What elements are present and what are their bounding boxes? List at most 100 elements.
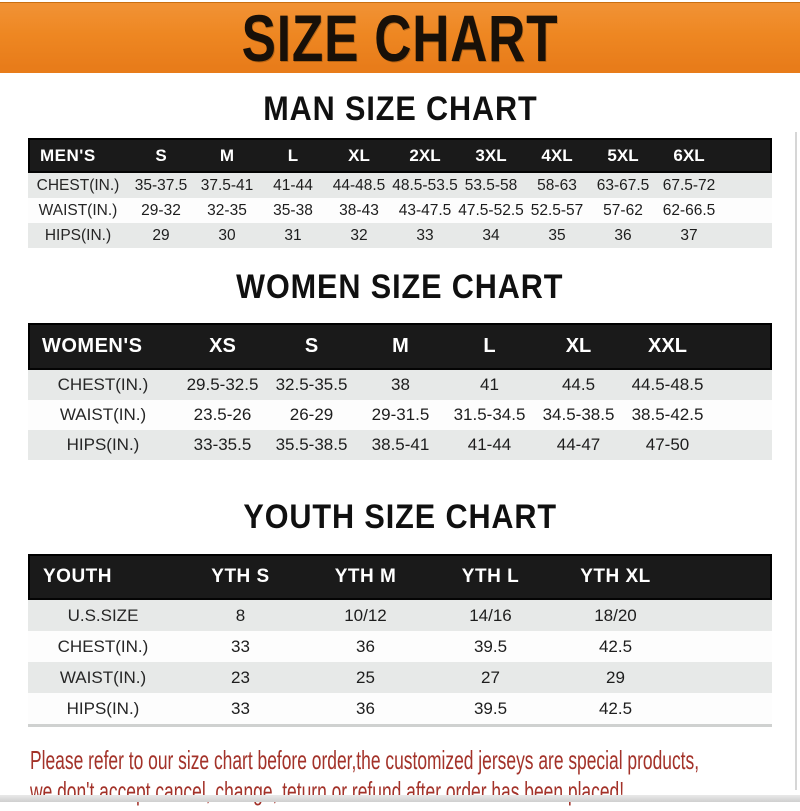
size-cell: 44-48.5 xyxy=(326,173,392,198)
size-cell: 23.5-26 xyxy=(178,400,267,430)
column-header-l: L xyxy=(445,323,534,370)
size-cell: 34 xyxy=(458,223,524,248)
column-header-3xl: 3XL xyxy=(458,138,524,173)
size-cell: 14/16 xyxy=(428,600,553,631)
size-cell: 42.5 xyxy=(553,631,678,662)
column-header-5xl: 5XL xyxy=(590,138,656,173)
men-heading-text: MAN SIZE CHART xyxy=(262,90,538,128)
page-edge-line xyxy=(795,132,797,790)
men-table-label: MEN'S xyxy=(28,138,128,173)
size-cell: 39.5 xyxy=(428,693,553,724)
row-label: CHEST(IN.) xyxy=(28,631,178,662)
column-header-s: S xyxy=(267,323,356,370)
women-section: WOMEN SIZE CHART WOMEN'S XS S M L XL XXL… xyxy=(0,269,800,460)
men-waist-row: WAIST(IN.) 29-32 32-35 35-38 38-43 43-47… xyxy=(28,198,772,223)
column-header-l: L xyxy=(260,138,326,173)
size-cell: 32-35 xyxy=(194,198,260,223)
column-header-4xl: 4XL xyxy=(524,138,590,173)
size-cell: 33 xyxy=(392,223,458,248)
size-cell: 37.5-41 xyxy=(194,173,260,198)
row-label: WAIST(IN.) xyxy=(28,198,128,223)
size-cell: 8 xyxy=(178,600,303,631)
column-header-s: S xyxy=(128,138,194,173)
size-cell: 37 xyxy=(656,223,722,248)
size-cell: 58-63 xyxy=(524,173,590,198)
youth-size-table: YOUTH YTH S YTH M YTH L YTH XL U.S.SIZE … xyxy=(28,554,772,727)
size-cell: 48.5-53.5 xyxy=(392,173,458,198)
size-cell: 35-37.5 xyxy=(128,173,194,198)
size-cell: 18/20 xyxy=(553,600,678,631)
row-label: HIPS(IN.) xyxy=(28,223,128,248)
column-header-m: M xyxy=(194,138,260,173)
size-cell: 31 xyxy=(260,223,326,248)
column-header-yth-l: YTH L xyxy=(428,554,553,600)
men-size-table: MEN'S S M L XL 2XL 3XL 4XL 5XL 6XL CHEST… xyxy=(28,138,772,248)
size-cell: 57-62 xyxy=(590,198,656,223)
size-cell: 43-47.5 xyxy=(392,198,458,223)
row-label: HIPS(IN.) xyxy=(28,430,178,460)
men-heading: MAN SIZE CHART xyxy=(0,91,800,127)
order-disclaimer: Please refer to our size chart before or… xyxy=(30,745,800,807)
column-header-m: M xyxy=(356,323,445,370)
row-label: CHEST(IN.) xyxy=(28,370,178,400)
size-cell: 36 xyxy=(303,631,428,662)
size-cell: 29 xyxy=(128,223,194,248)
size-cell: 42.5 xyxy=(553,693,678,724)
row-label: U.S.SIZE xyxy=(28,600,178,631)
youth-section: YOUTH SIZE CHART YOUTH YTH S YTH M YTH L… xyxy=(0,499,800,727)
filler-cell xyxy=(712,400,772,430)
column-header-yth-m: YTH M xyxy=(303,554,428,600)
column-header-2xl: 2XL xyxy=(392,138,458,173)
size-cell: 33-35.5 xyxy=(178,430,267,460)
filler-cell xyxy=(712,370,772,400)
men-header-row: MEN'S S M L XL 2XL 3XL 4XL 5XL 6XL xyxy=(28,138,772,173)
size-cell: 41 xyxy=(445,370,534,400)
women-heading-text: WOMEN SIZE CHART xyxy=(236,268,564,306)
size-cell: 52.5-57 xyxy=(524,198,590,223)
filler-cell xyxy=(678,554,772,600)
size-cell: 33 xyxy=(178,631,303,662)
size-cell: 53.5-58 xyxy=(458,173,524,198)
filler-cell xyxy=(722,198,772,223)
size-cell: 38.5-42.5 xyxy=(623,400,712,430)
size-cell: 32 xyxy=(326,223,392,248)
size-cell: 44-47 xyxy=(534,430,623,460)
size-cell: 29.5-32.5 xyxy=(178,370,267,400)
size-cell: 36 xyxy=(590,223,656,248)
filler-cell xyxy=(722,138,772,173)
filler-cell xyxy=(678,631,772,662)
size-cell: 31.5-34.5 xyxy=(445,400,534,430)
size-cell: 44.5-48.5 xyxy=(623,370,712,400)
page-title: SIZE CHART xyxy=(241,1,559,75)
men-hips-row: HIPS(IN.) 29 30 31 32 33 34 35 36 37 xyxy=(28,223,772,248)
men-section: MAN SIZE CHART MEN'S S M L XL 2XL 3XL 4X… xyxy=(0,91,800,248)
size-cell: 36 xyxy=(303,693,428,724)
row-label: WAIST(IN.) xyxy=(28,662,178,693)
men-chest-row: CHEST(IN.) 35-37.5 37.5-41 41-44 44-48.5… xyxy=(28,173,772,198)
size-cell: 67.5-72 xyxy=(656,173,722,198)
size-cell: 34.5-38.5 xyxy=(534,400,623,430)
filler-cell xyxy=(722,173,772,198)
size-cell: 33 xyxy=(178,693,303,724)
column-header-xl: XL xyxy=(534,323,623,370)
youth-heading: YOUTH SIZE CHART xyxy=(0,499,800,535)
size-cell: 47-50 xyxy=(623,430,712,460)
filler-cell xyxy=(722,223,772,248)
disclaimer-line-2: we don't accept cancel, change, teturn o… xyxy=(30,776,625,806)
size-cell: 25 xyxy=(303,662,428,693)
row-label: CHEST(IN.) xyxy=(28,173,128,198)
bottom-border-strip xyxy=(0,795,800,802)
youth-table-label: YOUTH xyxy=(28,554,178,600)
filler-cell xyxy=(712,323,772,370)
filler-cell xyxy=(678,693,772,724)
column-header-xs: XS xyxy=(178,323,267,370)
filler-cell xyxy=(678,662,772,693)
youth-chest-row: CHEST(IN.) 33 36 39.5 42.5 xyxy=(28,631,772,662)
size-cell: 41-44 xyxy=(445,430,534,460)
row-label: WAIST(IN.) xyxy=(28,400,178,430)
youth-hips-row: HIPS(IN.) 33 36 39.5 42.5 xyxy=(28,693,772,724)
women-table-label: WOMEN'S xyxy=(28,323,178,370)
size-cell: 27 xyxy=(428,662,553,693)
youth-heading-text: YOUTH SIZE CHART xyxy=(243,498,557,536)
column-header-yth-xl: YTH XL xyxy=(553,554,678,600)
